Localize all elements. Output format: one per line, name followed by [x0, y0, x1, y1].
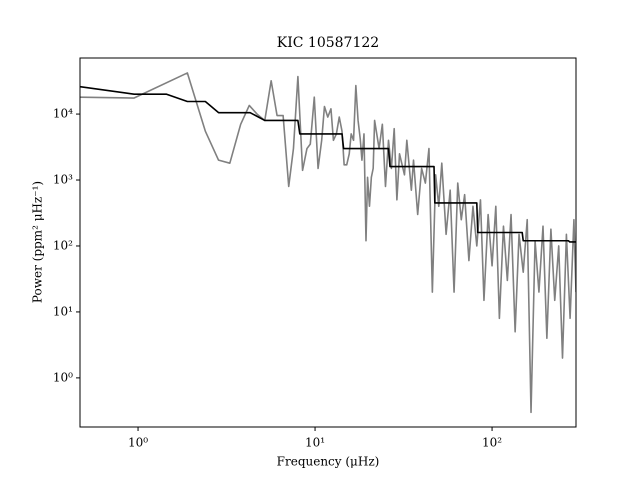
series-line	[80, 85, 576, 243]
y-axis-label: Power (ppm² μHz⁻¹)	[31, 181, 45, 303]
plot-area	[80, 72, 576, 414]
y-tick-label: 10²	[53, 238, 73, 252]
x-tick-label: 10²	[482, 436, 502, 450]
chart-title: KIC 10587122	[277, 35, 379, 51]
series-line	[80, 72, 576, 414]
y-tick-label: 10¹	[53, 304, 73, 318]
x-tick-label: 10¹	[305, 436, 325, 450]
y-tick-label: 10³	[53, 173, 73, 187]
y-tick-label: 10⁴	[53, 107, 73, 121]
x-tick-label: 10⁰	[128, 436, 148, 450]
axes-frame	[79, 57, 577, 428]
y-tick-label: 10⁰	[53, 370, 73, 384]
x-axis-label: Frequency (μHz)	[277, 455, 380, 469]
